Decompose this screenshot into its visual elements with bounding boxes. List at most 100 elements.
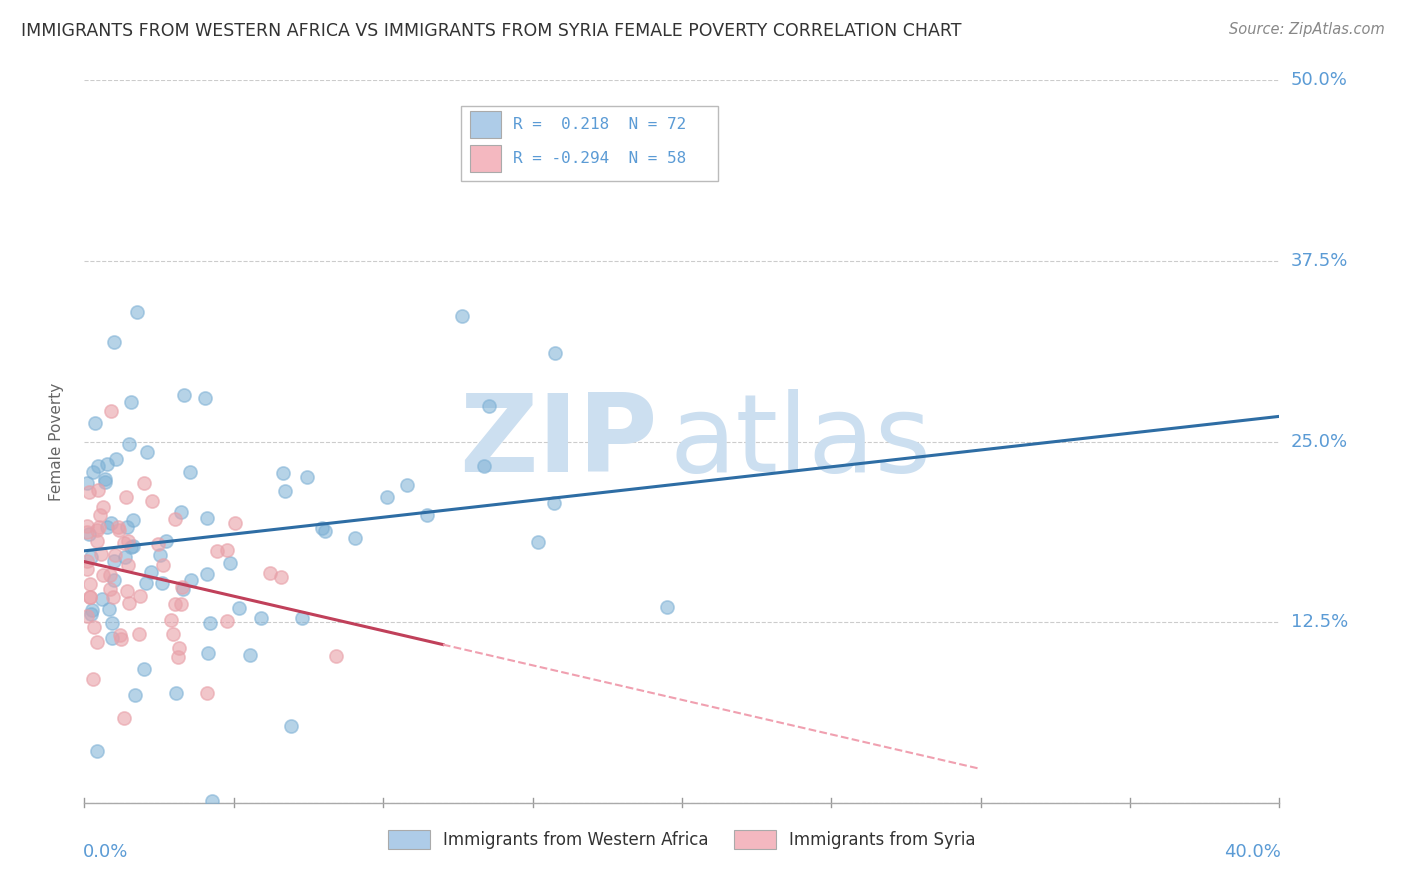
Point bbox=[259, 566, 281, 581]
Point bbox=[195, 567, 218, 582]
Point bbox=[311, 521, 333, 535]
Point bbox=[107, 520, 129, 534]
Point bbox=[250, 610, 273, 624]
Point bbox=[115, 584, 138, 599]
Point bbox=[90, 547, 112, 561]
Point bbox=[172, 580, 194, 594]
Point bbox=[110, 632, 132, 647]
Point bbox=[124, 688, 146, 702]
Point bbox=[79, 549, 101, 564]
Point bbox=[160, 613, 183, 627]
Point bbox=[96, 520, 118, 534]
Point bbox=[108, 523, 131, 537]
Point bbox=[76, 519, 98, 533]
Point bbox=[167, 641, 190, 656]
Point bbox=[86, 534, 108, 549]
Point bbox=[94, 475, 117, 490]
Point bbox=[100, 404, 122, 418]
Point bbox=[82, 602, 104, 616]
Point bbox=[478, 399, 501, 413]
Point bbox=[194, 391, 217, 405]
Point bbox=[135, 576, 157, 591]
Point bbox=[343, 531, 366, 545]
Point bbox=[83, 620, 105, 634]
Point bbox=[86, 523, 108, 537]
Point bbox=[472, 458, 495, 473]
Point bbox=[103, 335, 125, 350]
Point bbox=[295, 469, 318, 483]
Point bbox=[375, 490, 398, 504]
Point bbox=[103, 554, 125, 568]
Point bbox=[136, 444, 159, 458]
Point bbox=[115, 520, 138, 534]
FancyBboxPatch shape bbox=[461, 105, 718, 181]
Point bbox=[314, 524, 336, 539]
Point bbox=[76, 609, 98, 624]
Point bbox=[163, 597, 186, 611]
Point bbox=[87, 458, 110, 473]
Point bbox=[128, 627, 150, 641]
Point bbox=[271, 466, 294, 480]
Point bbox=[86, 635, 108, 649]
Point bbox=[134, 475, 156, 490]
Text: 25.0%: 25.0% bbox=[1291, 433, 1348, 450]
Point bbox=[118, 436, 141, 450]
Point bbox=[167, 649, 190, 664]
Point bbox=[86, 744, 108, 758]
Point bbox=[82, 673, 104, 687]
Point bbox=[165, 686, 187, 700]
Point bbox=[198, 615, 221, 630]
Point bbox=[270, 570, 292, 584]
Point bbox=[170, 506, 193, 520]
Point bbox=[655, 599, 678, 614]
Point bbox=[200, 794, 222, 808]
Text: R = -0.294  N = 58: R = -0.294 N = 58 bbox=[513, 151, 686, 166]
Point bbox=[117, 533, 139, 548]
Point bbox=[80, 607, 103, 621]
Point bbox=[149, 548, 172, 562]
Point bbox=[170, 597, 193, 611]
Point bbox=[219, 556, 242, 570]
Point bbox=[91, 567, 114, 582]
Text: 12.5%: 12.5% bbox=[1291, 613, 1348, 632]
Point bbox=[79, 590, 101, 604]
Point bbox=[90, 592, 112, 607]
Point bbox=[205, 544, 228, 558]
Point bbox=[96, 457, 118, 471]
Point bbox=[115, 491, 138, 505]
Point bbox=[450, 309, 472, 323]
Point bbox=[544, 345, 567, 359]
Point bbox=[103, 574, 125, 588]
Point bbox=[239, 648, 262, 662]
Text: atlas: atlas bbox=[671, 389, 932, 494]
Point bbox=[110, 628, 132, 642]
Point bbox=[76, 562, 98, 576]
Point bbox=[122, 539, 145, 553]
Point bbox=[416, 508, 439, 522]
Point bbox=[120, 541, 142, 555]
Text: R =  0.218  N = 72: R = 0.218 N = 72 bbox=[513, 117, 686, 132]
Point bbox=[173, 388, 195, 402]
FancyBboxPatch shape bbox=[471, 145, 502, 172]
Point bbox=[179, 465, 201, 479]
Point bbox=[100, 615, 122, 630]
Point bbox=[117, 558, 139, 572]
Point bbox=[122, 513, 145, 527]
Point bbox=[526, 534, 548, 549]
Point bbox=[76, 524, 98, 539]
Point bbox=[172, 582, 194, 596]
Point bbox=[118, 596, 141, 610]
Text: IMMIGRANTS FROM WESTERN AFRICA VS IMMIGRANTS FROM SYRIA FEMALE POVERTY CORRELATI: IMMIGRANTS FROM WESTERN AFRICA VS IMMIGR… bbox=[21, 22, 962, 40]
Text: 0.0%: 0.0% bbox=[83, 843, 128, 861]
Point bbox=[77, 485, 100, 500]
Text: 37.5%: 37.5% bbox=[1291, 252, 1348, 270]
Legend: Immigrants from Western Africa, Immigrants from Syria: Immigrants from Western Africa, Immigran… bbox=[382, 823, 981, 856]
Point bbox=[195, 511, 218, 525]
Point bbox=[291, 611, 314, 625]
Point bbox=[165, 512, 187, 526]
Point bbox=[197, 686, 219, 700]
Point bbox=[101, 632, 124, 646]
Point bbox=[114, 549, 136, 564]
Point bbox=[148, 537, 170, 551]
Point bbox=[180, 573, 202, 587]
